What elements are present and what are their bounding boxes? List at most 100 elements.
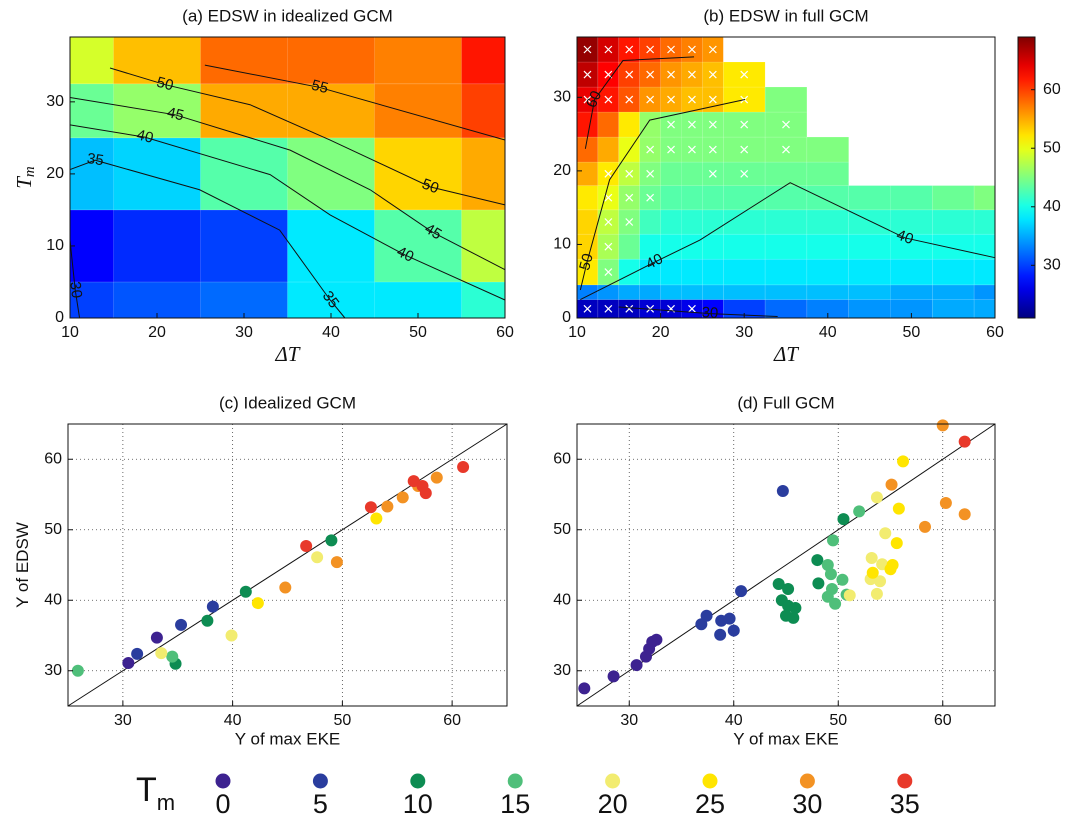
legend-swatch	[215, 773, 231, 789]
scatter-point	[206, 600, 219, 613]
x-tick-label: 50	[829, 712, 847, 729]
legend-label: 0	[215, 789, 230, 819]
cross	[708, 95, 717, 104]
legend-swatch	[507, 773, 523, 789]
cross	[782, 120, 790, 129]
scatter-point	[836, 573, 849, 586]
contour-label: 45	[422, 220, 445, 243]
cross	[667, 70, 675, 79]
x-tick-label: 20	[652, 324, 670, 341]
x-axis-label: Y of max EKE	[733, 729, 839, 748]
heatmap-cell	[973, 299, 996, 319]
chart-title: (c) Idealized GCM	[219, 393, 356, 412]
cross	[583, 95, 592, 104]
legend: Tm 0 5 10 15 20 25 30 35	[136, 771, 920, 819]
heatmap-cell	[618, 284, 640, 300]
heatmap-cell	[890, 284, 933, 300]
heatmap-cell	[806, 161, 850, 186]
heatmap-cell	[702, 284, 724, 300]
legend-swatch	[897, 773, 913, 789]
scatter-point	[958, 508, 971, 521]
cross	[604, 70, 613, 79]
scatter-point	[650, 633, 663, 646]
cross	[625, 193, 634, 202]
y-tick-label: 50	[44, 521, 62, 538]
contour-line	[69, 240, 81, 319]
scatter-point	[700, 609, 713, 622]
heatmap-cell	[890, 233, 933, 260]
scatter-point	[727, 624, 740, 637]
y-axis-label: Y of EDSW	[13, 522, 32, 608]
cross	[583, 70, 592, 79]
heatmap-cell	[931, 299, 975, 319]
scatter-point	[874, 575, 887, 588]
heatmap-cell	[973, 185, 996, 211]
cross	[782, 145, 790, 154]
contour-label: 35	[319, 288, 343, 312]
contour-line	[584, 56, 695, 149]
heatmap-cell	[597, 284, 620, 300]
scatter-point	[630, 659, 643, 672]
scatter-point	[330, 556, 343, 569]
cross	[667, 95, 675, 104]
scatter-point	[918, 520, 931, 533]
scatter-point	[723, 612, 736, 625]
heatmap-cell	[660, 185, 682, 211]
contour-label: 35	[86, 150, 105, 169]
heatmap-cell	[806, 209, 850, 235]
heatmap-cell	[618, 136, 640, 163]
heatmap-cell	[69, 137, 114, 211]
y-tick-label: 60	[44, 450, 62, 467]
x-tick-label: 40	[819, 324, 837, 341]
heatmap-cell	[461, 36, 506, 85]
legend-swatch	[410, 773, 426, 789]
x-tick-label: 30	[735, 324, 753, 341]
colorbar-tick-label: 50	[1043, 139, 1061, 156]
scatter-point	[866, 566, 879, 579]
heatmap-cell	[113, 137, 201, 211]
scatter-point	[776, 484, 789, 497]
cross	[583, 45, 592, 54]
heatmap-cell	[681, 284, 703, 300]
scatter-point	[381, 500, 394, 513]
heatmap-cell	[113, 83, 201, 139]
heatmap-cell	[113, 36, 201, 85]
heatmap-cell	[618, 233, 640, 260]
heatmap-cell	[287, 281, 375, 319]
heatmap-cell	[702, 209, 724, 235]
axes-frame	[69, 36, 506, 319]
one-to-one-line	[67, 423, 508, 707]
contour-line	[204, 64, 506, 141]
heatmap-cell	[702, 258, 724, 286]
y-tick-label: 30	[553, 662, 571, 679]
heatmap-cell	[931, 258, 975, 286]
heatmap-cell	[764, 161, 808, 186]
contour-line	[69, 124, 506, 301]
cross	[708, 145, 717, 154]
heatmap-cell	[722, 185, 766, 211]
cross	[604, 268, 613, 276]
scatter-point	[71, 664, 84, 677]
heatmap-cell	[576, 209, 599, 235]
legend-title-main: T	[136, 771, 157, 809]
scatter-point	[251, 597, 264, 610]
cross	[604, 95, 613, 104]
scatter-point	[166, 650, 179, 663]
scatter-point	[311, 551, 324, 564]
heatmap-cell	[461, 209, 506, 283]
scatter-point	[396, 491, 409, 504]
cross	[583, 304, 592, 313]
heatmap-cell	[200, 281, 288, 319]
colorbar	[1017, 36, 1036, 319]
heatmap-cell	[69, 36, 114, 85]
legend-label: 20	[598, 789, 628, 819]
scatter-point	[825, 582, 838, 595]
scatter-point	[958, 435, 971, 448]
scatter-point	[897, 455, 910, 468]
heatmap-cell	[461, 137, 506, 211]
contour-line	[579, 99, 746, 291]
scatter-point	[870, 491, 883, 504]
contour-line	[69, 97, 506, 271]
contour-label: 60	[583, 88, 605, 110]
